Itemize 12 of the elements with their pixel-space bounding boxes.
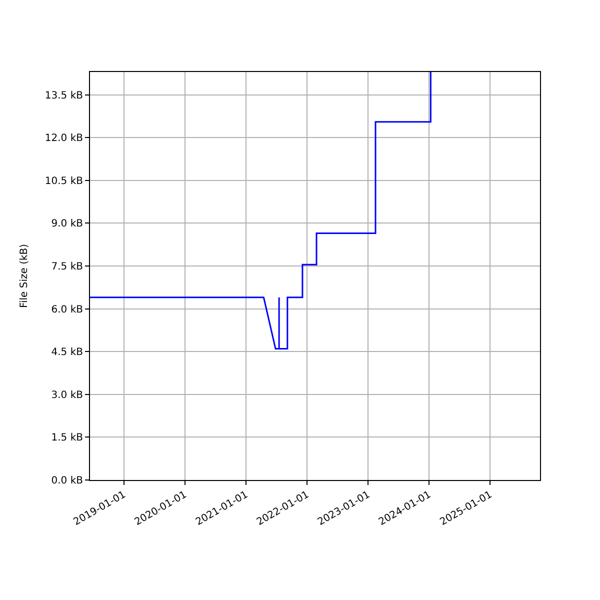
y-tick-label: 1.5 kB	[51, 432, 84, 444]
y-tick-label: 4.5 kB	[51, 347, 84, 358]
y-axis-title: File Size (kB)	[18, 244, 30, 308]
y-tick-label: 6.0 kB	[51, 304, 84, 316]
y-tick-label: 12.0 kB	[44, 133, 84, 144]
line-series	[90, 72, 432, 350]
y-tick-label: 13.5 kB	[44, 90, 84, 102]
y-tick-label: 10.5 kB	[44, 176, 84, 187]
y-tick-label: 9.0 kB	[51, 218, 84, 230]
y-tick-label: 3.0 kB	[51, 390, 84, 401]
y-tick-label: 0.0 kB	[51, 476, 84, 486]
y-tick-label: 7.5 kB	[51, 262, 84, 273]
